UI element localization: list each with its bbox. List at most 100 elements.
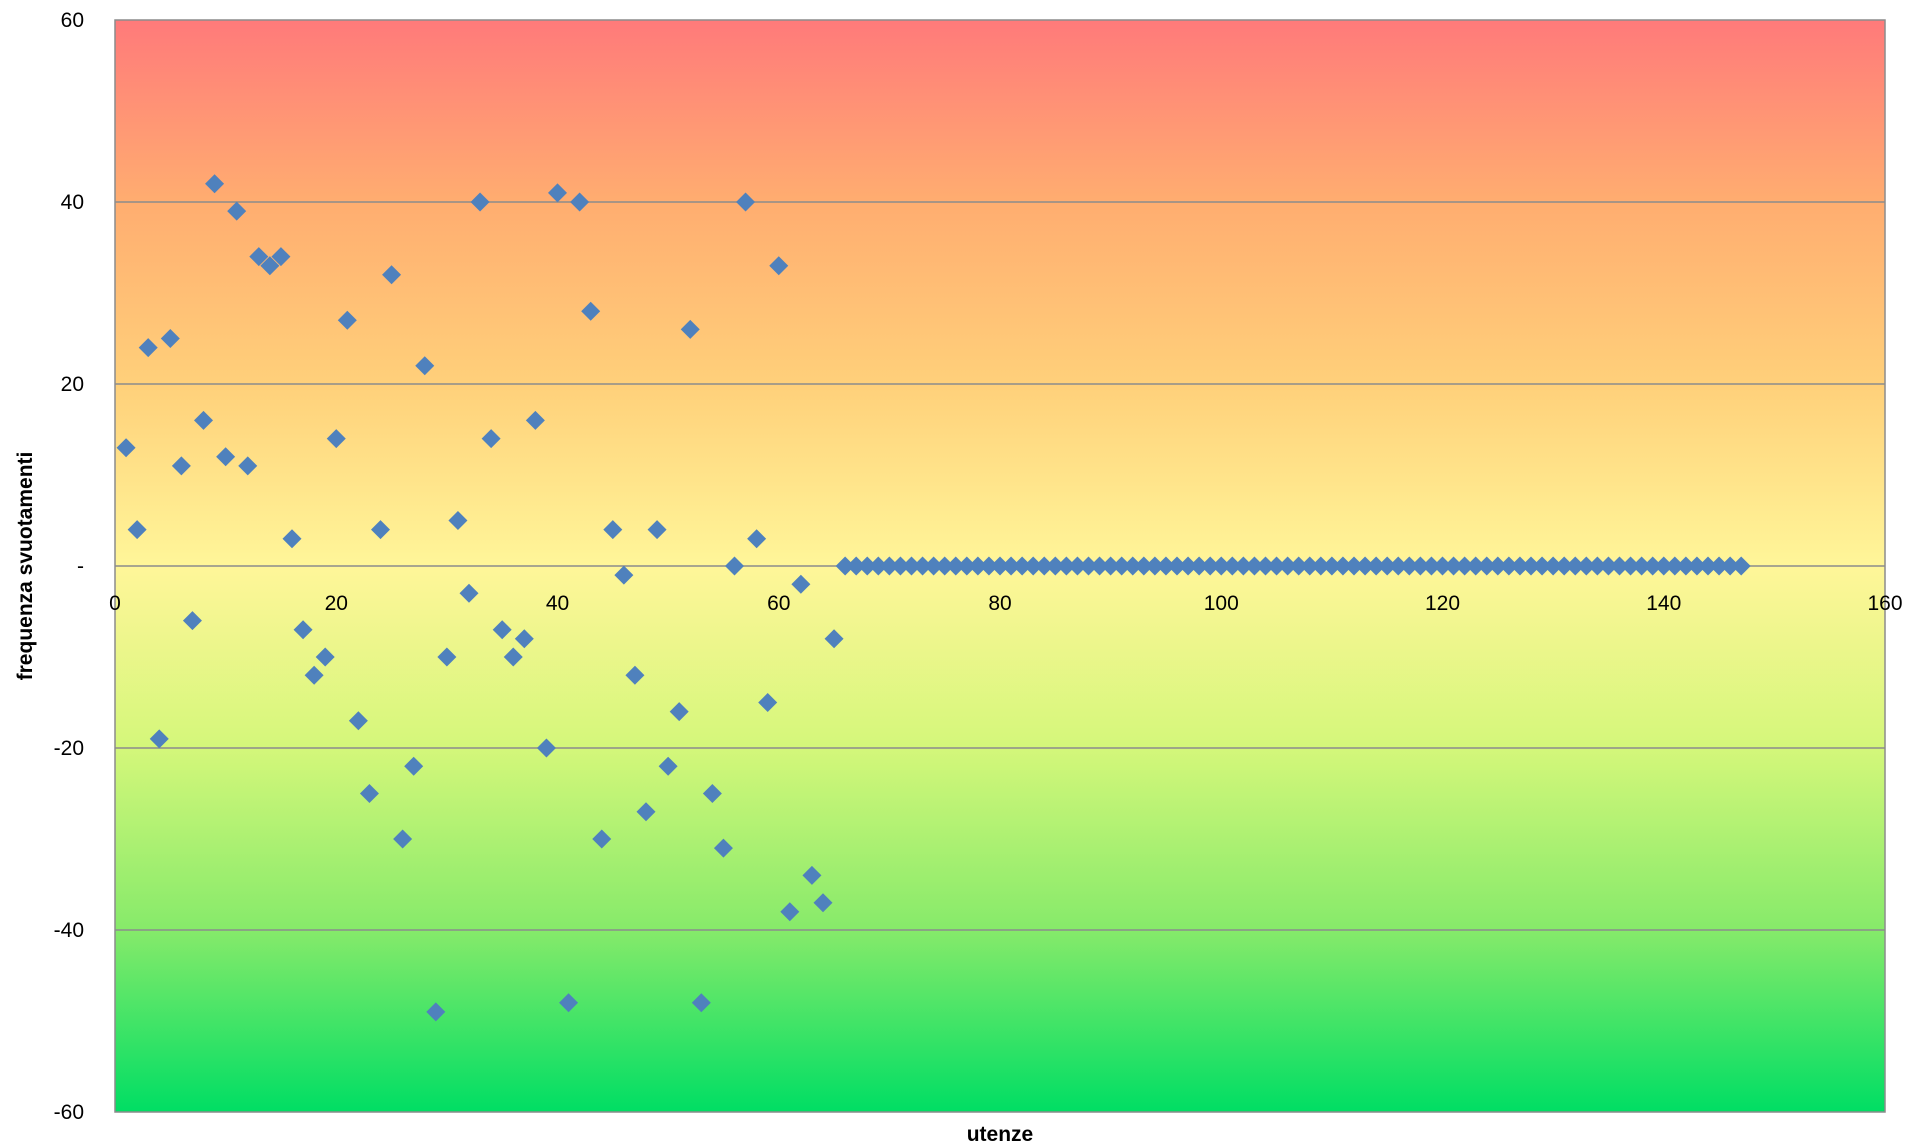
data-point: [691, 993, 711, 1013]
data-point: [171, 456, 191, 476]
data-point: [238, 456, 258, 476]
data-point: [913, 556, 933, 576]
data-point: [780, 902, 800, 922]
data-point: [1134, 556, 1154, 576]
y-tick-label: -60: [54, 1101, 84, 1124]
data-point: [138, 338, 158, 358]
data-point: [1045, 556, 1065, 576]
y-tick-label: 60: [61, 9, 84, 32]
data-point: [1676, 556, 1696, 576]
data-point: [1311, 556, 1331, 576]
data-point: [1300, 556, 1320, 576]
data-point: [304, 665, 324, 685]
data-point: [1278, 556, 1298, 576]
data-point: [514, 629, 534, 649]
data-point: [1510, 556, 1530, 576]
data-point: [1012, 556, 1032, 576]
data-point: [935, 556, 955, 576]
y-tick-label: -: [77, 555, 84, 578]
data-point: [1023, 556, 1043, 576]
data-point: [736, 192, 756, 212]
data-point: [1587, 556, 1607, 576]
data-point: [1477, 556, 1497, 576]
data-point: [536, 738, 556, 758]
data-point: [182, 611, 202, 631]
data-point: [470, 192, 490, 212]
data-point: [968, 556, 988, 576]
data-point: [857, 556, 877, 576]
data-point: [116, 438, 136, 458]
data-point: [260, 256, 280, 276]
data-point: [348, 711, 368, 731]
data-point: [1322, 556, 1342, 576]
data-point: [271, 247, 291, 267]
data-point: [1067, 556, 1087, 576]
data-point: [725, 556, 744, 576]
data-point: [1543, 556, 1563, 576]
data-point: [957, 556, 977, 576]
data-point: [249, 247, 269, 267]
data-point: [636, 802, 656, 822]
data-point: [1200, 556, 1220, 576]
data-point: [1377, 556, 1397, 576]
data-point: [1709, 556, 1729, 576]
data-point: [669, 702, 689, 722]
y-tick-label: -20: [54, 737, 84, 760]
plot-border: [114, 19, 1886, 1113]
data-point: [194, 410, 213, 430]
data-point: [835, 556, 855, 576]
x-axis-title: utenze: [967, 1123, 1034, 1143]
data-point: [1643, 556, 1663, 576]
y-axis-ticks: 60 40 20 - -20 -40 -60: [54, 9, 84, 1124]
data-point: [1145, 556, 1165, 576]
data-point: [337, 310, 357, 330]
data-point: [448, 511, 468, 530]
y-tick-label: 40: [61, 191, 84, 214]
data-point: [1001, 556, 1021, 576]
data-point: [282, 529, 302, 549]
data-point: [205, 174, 225, 194]
x-tick-label: 160: [1867, 592, 1902, 615]
data-point: [1123, 556, 1143, 576]
x-axis-ticks: 0 20 40 60 80 100 120 140 160: [109, 592, 1902, 615]
data-point: [680, 319, 700, 339]
data-point: [990, 556, 1010, 576]
data-point: [658, 756, 678, 776]
data-point: [227, 201, 247, 221]
data-point: [525, 410, 545, 430]
data-point: [326, 429, 346, 449]
data-point: [1576, 556, 1596, 576]
data-point: [1421, 556, 1441, 576]
data-point: [1211, 556, 1231, 576]
y-tick-label: 20: [61, 373, 84, 396]
x-tick-label: 40: [546, 592, 569, 615]
data-point: [769, 256, 789, 276]
data-point: [1455, 556, 1475, 576]
data-point: [1720, 556, 1740, 576]
data-point: [614, 565, 634, 585]
y-tick-label: -40: [54, 919, 84, 942]
data-point: [149, 729, 169, 749]
data-point: [702, 784, 722, 803]
data-point: [1112, 556, 1132, 576]
data-point: [603, 520, 623, 540]
data-point: [1090, 556, 1110, 576]
data-point: [1698, 556, 1718, 576]
data-point: [747, 529, 767, 549]
data-point: [503, 647, 523, 667]
data-point: [559, 993, 579, 1013]
x-tick-label: 0: [109, 592, 121, 615]
data-point: [1521, 556, 1541, 576]
x-tick-label: 100: [1204, 592, 1239, 615]
x-tick-label: 120: [1425, 592, 1460, 615]
data-point: [160, 329, 180, 348]
data-point: [404, 756, 424, 776]
data-point: [459, 583, 479, 603]
data-point: [1565, 556, 1585, 576]
data-points: [116, 174, 1751, 1022]
data-point: [581, 301, 601, 321]
data-point: [1156, 556, 1176, 576]
data-point: [1056, 556, 1076, 576]
data-point: [315, 647, 335, 667]
